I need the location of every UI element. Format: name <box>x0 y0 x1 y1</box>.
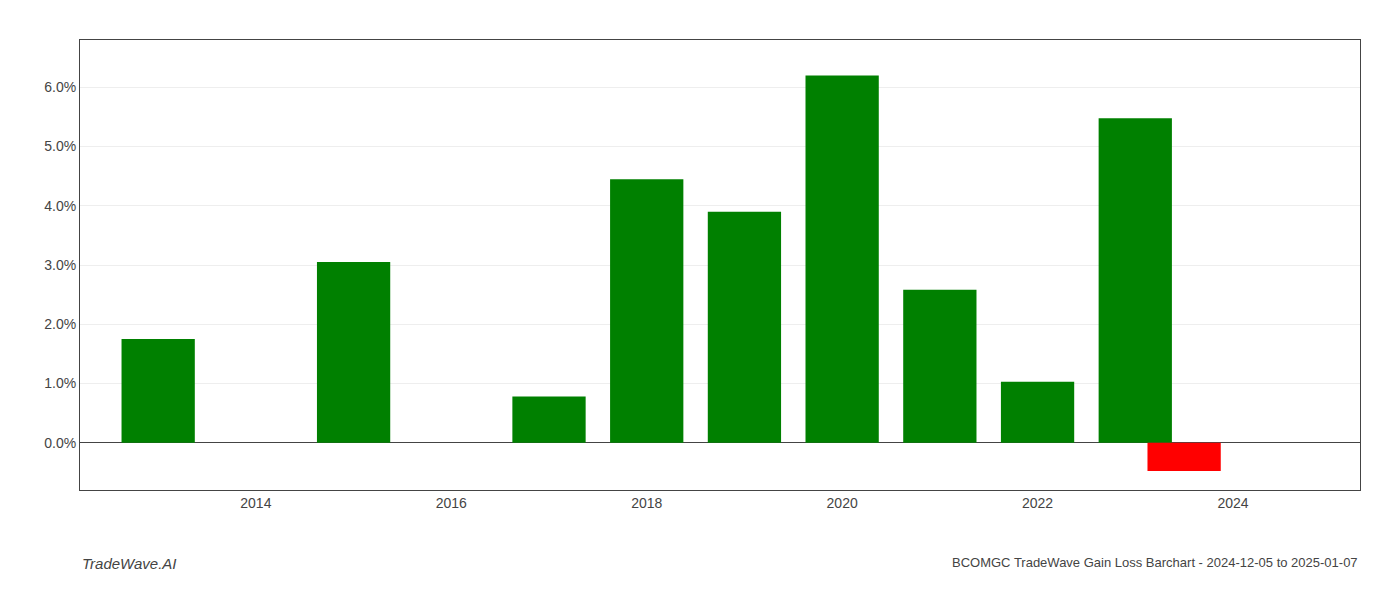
svg-text:2.0%: 2.0% <box>44 316 76 332</box>
svg-text:TradeWave.AI: TradeWave.AI <box>82 555 176 572</box>
svg-text:BCOMGC TradeWave Gain Loss Bar: BCOMGC TradeWave Gain Loss Barchart - 20… <box>952 555 1358 570</box>
svg-text:3.0%: 3.0% <box>44 257 76 273</box>
svg-text:5.0%: 5.0% <box>44 138 76 154</box>
svg-text:1.0%: 1.0% <box>44 375 76 391</box>
svg-text:2016: 2016 <box>436 495 467 511</box>
svg-text:2024: 2024 <box>1217 495 1248 511</box>
svg-text:2022: 2022 <box>1022 495 1053 511</box>
svg-text:2018: 2018 <box>631 495 662 511</box>
svg-text:2014: 2014 <box>240 495 271 511</box>
svg-text:4.0%: 4.0% <box>44 198 76 214</box>
svg-text:6.0%: 6.0% <box>44 79 76 95</box>
svg-text:0.0%: 0.0% <box>44 435 76 451</box>
svg-text:2020: 2020 <box>827 495 858 511</box>
